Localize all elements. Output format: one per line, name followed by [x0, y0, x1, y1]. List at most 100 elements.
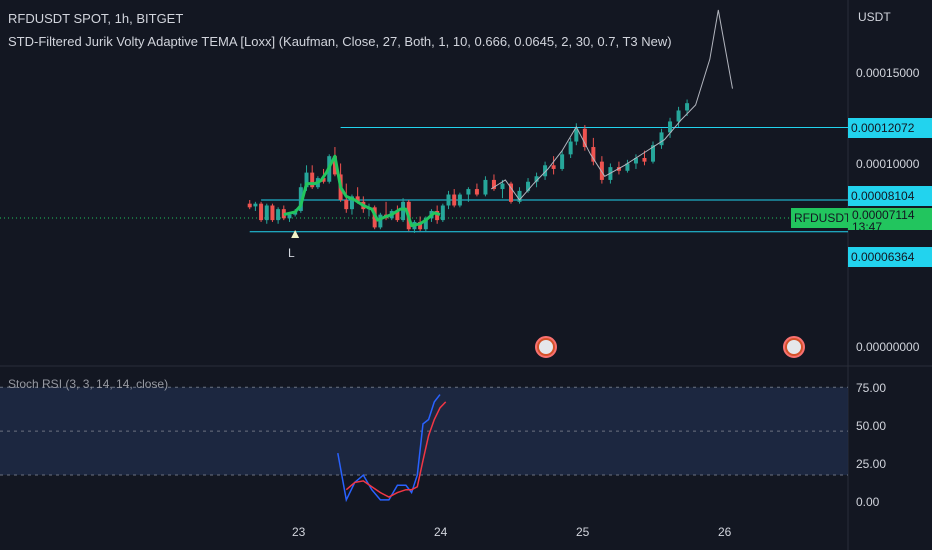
candle-body	[685, 103, 690, 111]
candle-body	[435, 210, 440, 221]
candle	[651, 141, 655, 164]
candle-body	[642, 157, 647, 162]
stoch-tick: 25.00	[856, 457, 887, 471]
candle	[344, 183, 349, 213]
candle	[568, 137, 573, 158]
candle-body	[633, 157, 638, 164]
candle-body	[355, 196, 360, 202]
candle-body	[457, 194, 462, 206]
candle-body	[599, 161, 604, 180]
bar-countdown: 13:47	[852, 220, 883, 234]
candle	[452, 189, 457, 208]
candle-body	[440, 205, 445, 221]
candle	[642, 150, 647, 166]
candle	[625, 159, 630, 173]
candle-body	[264, 205, 269, 221]
price-tick: 0.00015000	[856, 66, 920, 80]
time-tick: 25	[576, 525, 590, 539]
candle-body	[253, 203, 258, 207]
indicator-legend[interactable]: STD-Filtered Jurik Volty Adaptive TEMA […	[8, 34, 672, 49]
candle-body	[418, 221, 423, 230]
candle-body	[401, 201, 406, 221]
currency-label[interactable]: USDT	[858, 10, 891, 24]
candle	[298, 183, 303, 213]
candle	[270, 203, 275, 222]
candle	[395, 205, 400, 222]
stoch-tick: 75.00	[856, 381, 887, 395]
candle	[247, 200, 252, 210]
long-signal-triangle	[291, 230, 300, 238]
event-flag-icon	[535, 336, 557, 358]
candle-body	[659, 132, 664, 146]
candle-body	[483, 179, 488, 195]
candle-body	[452, 194, 457, 206]
candle-body	[509, 183, 513, 202]
candle	[259, 201, 264, 222]
candle	[378, 212, 383, 230]
jurik-tema-line	[283, 154, 441, 228]
candle	[446, 190, 451, 210]
candle	[659, 128, 664, 149]
time-tick: 24	[434, 525, 448, 539]
time-tick: 23	[292, 525, 306, 539]
candle-body	[304, 172, 309, 188]
candle	[668, 117, 673, 138]
candle	[474, 183, 479, 197]
candle-body	[332, 156, 337, 175]
stoch-tick: 0.00	[856, 495, 880, 509]
candle	[253, 201, 258, 211]
candle-body	[446, 194, 451, 206]
candle	[500, 179, 505, 199]
candle	[264, 203, 269, 224]
candle	[466, 187, 471, 202]
event-flag-icon	[783, 336, 805, 358]
candle-body	[395, 210, 400, 221]
candle-body	[500, 183, 505, 190]
candle-body	[259, 203, 264, 221]
last-price-value: 0.00007114	[852, 208, 915, 222]
candle-body	[310, 172, 315, 188]
candle-body	[298, 187, 303, 211]
candle-body	[574, 128, 579, 142]
candle	[440, 203, 445, 222]
indicator-lines	[283, 9, 805, 358]
candle-body	[344, 200, 349, 210]
candle-body	[276, 209, 281, 221]
time-tick: 26	[718, 525, 732, 539]
projection-line	[490, 9, 733, 201]
stoch-rsi-pane	[0, 386, 848, 503]
candle-body	[270, 205, 275, 221]
candle-body	[676, 110, 681, 122]
candle	[483, 176, 488, 197]
last-price-label: 0.00007114 13:47	[848, 208, 932, 234]
candle	[534, 172, 539, 188]
candle-body	[491, 179, 496, 190]
candle-body	[466, 189, 471, 195]
candle	[491, 174, 496, 191]
candle	[599, 156, 604, 184]
level-price-label: 0.00012072	[848, 118, 932, 138]
candle-body	[423, 218, 428, 230]
price-tick: 0.00000000	[856, 340, 920, 354]
candle-body	[517, 190, 522, 202]
candle-body	[474, 189, 479, 195]
candle-body	[526, 181, 531, 191]
long-signal-label: L	[288, 246, 295, 260]
candle	[551, 156, 556, 175]
candle-body	[668, 121, 673, 133]
candle	[509, 181, 513, 204]
price-tick: 0.00010000	[856, 157, 920, 171]
level-price-label: 0.00008104	[848, 186, 932, 206]
symbol-tag: RFDUSDT	[791, 208, 855, 228]
candle	[582, 125, 587, 151]
candle	[276, 207, 281, 224]
level-price-label: 0.00006364	[848, 247, 932, 267]
candle-body	[287, 214, 292, 219]
candle-body	[625, 163, 630, 171]
candle-body	[582, 128, 587, 148]
chart-title[interactable]: RFDUSDT SPOT, 1h, BITGET	[8, 11, 184, 26]
stoch-k-line	[337, 394, 441, 503]
candle-body	[651, 145, 655, 162]
stoch-rsi-legend[interactable]: Stoch RSI (3, 3, 14, 14, close)	[8, 377, 169, 391]
